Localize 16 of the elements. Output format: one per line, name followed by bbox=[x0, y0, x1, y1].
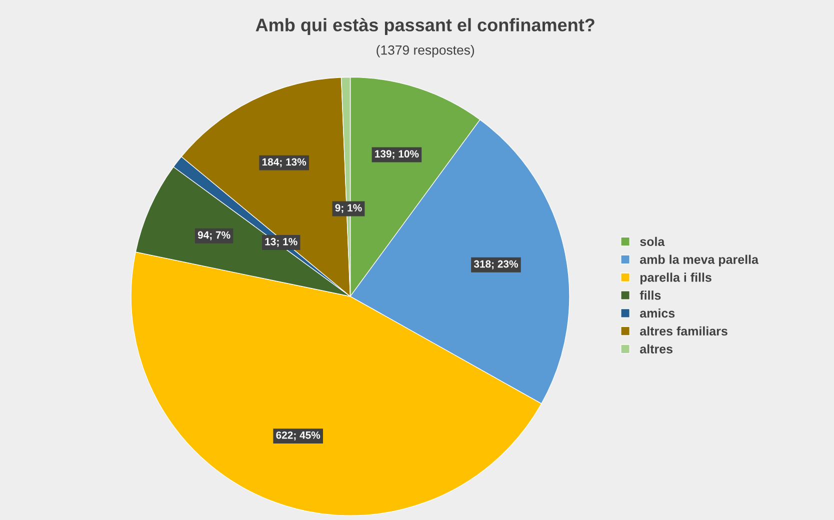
data-label: 139; 10% bbox=[375, 150, 419, 160]
data-label: 318; 23% bbox=[474, 260, 518, 270]
legend-label: amb la meva parella bbox=[640, 254, 759, 266]
legend-label: altres bbox=[640, 344, 672, 354]
data-label: 184; 13% bbox=[262, 158, 306, 168]
chart-subtitle: (1379 respostes) bbox=[376, 45, 474, 58]
legend-label: fills bbox=[640, 290, 661, 300]
data-label: 9; 1% bbox=[335, 204, 362, 214]
legend-label: sola bbox=[640, 236, 665, 246]
data-label: 13; 1% bbox=[265, 238, 298, 247]
chart-title: Amb qui estàs passant el confinament? bbox=[256, 18, 594, 35]
data-label: 94; 7% bbox=[198, 231, 230, 240]
legend-label: parella i fills bbox=[640, 272, 712, 284]
legend-label: amics bbox=[640, 308, 675, 318]
data-label: 622; 45% bbox=[276, 431, 320, 440]
legend-label: altres familiars bbox=[640, 326, 728, 336]
